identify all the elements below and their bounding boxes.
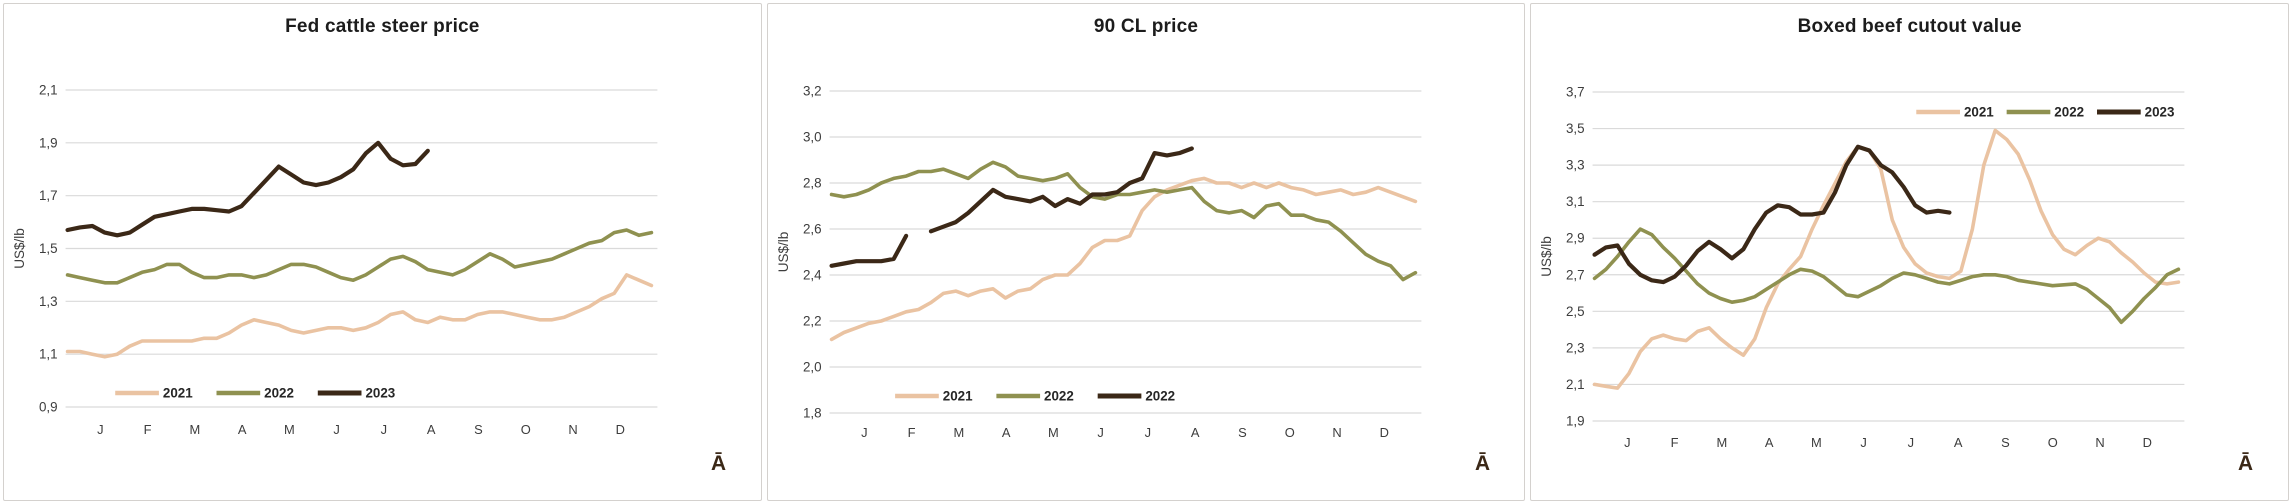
x-month-label: J — [1908, 435, 1914, 450]
legend-label: 2022 — [2055, 104, 2085, 119]
y-tick-label: 2,2 — [803, 313, 822, 328]
y-tick-label: 1,9 — [39, 135, 58, 150]
x-month-label: J — [333, 422, 339, 437]
legend-label: 2023 — [365, 385, 395, 400]
x-month-label: D — [2143, 435, 2152, 450]
chart-title-boxed-beef: Boxed beef cutout value — [1797, 16, 2022, 37]
y-tick-label: 2,0 — [803, 359, 822, 374]
y-tick-label: 1,7 — [39, 188, 58, 203]
x-month-label: M — [953, 425, 964, 440]
y-tick-label: 1,1 — [39, 347, 58, 362]
series-line-2021-2021 — [829, 176, 1417, 342]
y-axis-unit-label: US$/lb — [776, 232, 791, 272]
x-month-label: J — [1861, 435, 1867, 450]
chart-panel-boxed-beef: Boxed beef cutout value 3,7 3,5 3,3 3,1 2,9 2… — [1530, 3, 2290, 501]
series-line-2022-2023 — [829, 146, 1194, 268]
y-tick-label: 2,1 — [39, 82, 58, 97]
series-line-2021-2021 — [65, 273, 654, 359]
y-tick-label: 3,3 — [1566, 158, 1585, 173]
x-month-label: J — [1624, 435, 1630, 450]
y-tick-label: 3,1 — [1566, 194, 1585, 209]
y-tick-label: 0,9 — [39, 399, 58, 414]
legend-label: 2022 — [264, 385, 294, 400]
series-line-2022-2022 — [829, 160, 1417, 282]
x-month-label: F — [144, 422, 152, 437]
x-month-label: M — [284, 422, 295, 437]
series-line-2023-2023 — [1592, 144, 1952, 285]
x-month-label: A — [1001, 425, 1010, 440]
x-month-label: D — [1379, 425, 1388, 440]
y-tick-label: 1,5 — [39, 241, 58, 256]
corner-a-macron-glyph: Ā — [2238, 452, 2253, 475]
legend-label: 2021 — [942, 388, 972, 403]
y-axis-unit-label: US$/lb — [1539, 236, 1554, 276]
legend-label: 2023 — [2145, 104, 2175, 119]
x-month-label: A — [238, 422, 247, 437]
series-line-2023-2023 — [65, 140, 430, 238]
x-month-label: O — [521, 422, 531, 437]
fed-cattle-chart-svg: 2,1 1,9 1,7 1,5 1,3 1,1 0,9 J F M A M J J A S O N D US$/lb 2… — [12, 82, 726, 475]
x-month-label: J — [1144, 425, 1150, 440]
x-month-label: J — [97, 422, 103, 437]
legend-label: 2021 — [163, 385, 193, 400]
ninety-cl-chart-svg: 3,2 3,0 2,8 2,6 2,4 2,2 2,0 1,8 J F M A M J J A S O N D US$/… — [776, 83, 1490, 475]
y-axis-unit-label: US$/lb — [12, 228, 27, 268]
x-month-label: A — [1765, 435, 1774, 450]
y-tick-label: 3,0 — [803, 129, 822, 144]
chart-panel-fed-cattle: Fed cattle steer price 2,1 1,9 1,7 1,5 1,3 1,… — [3, 3, 762, 501]
y-tick-label: 1,9 — [1566, 413, 1585, 428]
x-month-label: F — [907, 425, 915, 440]
y-tick-label: 3,5 — [1566, 121, 1585, 136]
x-month-label: M — [1048, 425, 1059, 440]
y-tick-label: 2,3 — [1566, 340, 1585, 355]
x-month-label: J — [1097, 425, 1103, 440]
y-tick-label: 2,9 — [1566, 231, 1585, 246]
x-month-label: M — [189, 422, 200, 437]
y-tick-label: 2,7 — [1566, 267, 1585, 282]
chart-title-90cl: 90 CL price — [1093, 16, 1199, 37]
y-tick-label: 2,4 — [803, 267, 822, 282]
legend-label: 2022 — [1044, 388, 1074, 403]
chart-panel-90cl: 90 CL price 3,2 3,0 2,8 2,6 2,4 2,2 2,0 1,8 J F M A… — [766, 3, 1526, 501]
series-line-2022-2022 — [65, 228, 654, 285]
y-tick-label: 2,5 — [1566, 304, 1585, 319]
x-month-label: N — [1332, 425, 1341, 440]
x-month-label: D — [616, 422, 625, 437]
y-tick-label: 3,7 — [1566, 84, 1585, 99]
x-month-label: S — [1238, 425, 1247, 440]
x-month-label: J — [381, 422, 387, 437]
y-tick-label: 2,6 — [803, 221, 822, 236]
x-month-label: N — [568, 422, 577, 437]
corner-a-macron-glyph: Ā — [711, 452, 726, 475]
x-month-label: A — [1954, 435, 1963, 450]
x-month-label: O — [2048, 435, 2058, 450]
x-month-label: F — [1671, 435, 1679, 450]
legend-label: 2022 — [1145, 388, 1175, 403]
corner-a-macron-glyph: Ā — [1475, 452, 1490, 475]
y-tick-label: 1,3 — [39, 294, 58, 309]
chart-title-fed-cattle: Fed cattle steer price — [285, 16, 480, 37]
y-tick-label: 2,8 — [803, 175, 822, 190]
x-month-label: S — [474, 422, 483, 437]
boxed-beef-chart-svg: 3,7 3,5 3,3 3,1 2,9 2,7 2,5 2,3 2,1 1,9 J F M A M J J A S O… — [1539, 84, 2253, 475]
y-tick-label: 2,1 — [1566, 377, 1585, 392]
x-month-label: S — [2001, 435, 2010, 450]
x-month-label: N — [2096, 435, 2105, 450]
x-month-label: A — [427, 422, 436, 437]
y-tick-label: 1,8 — [803, 405, 822, 420]
series-line-2021-2021 — [1593, 128, 2181, 390]
x-month-label: O — [1284, 425, 1294, 440]
x-month-label: A — [1191, 425, 1200, 440]
x-month-label: M — [1811, 435, 1822, 450]
x-month-label: M — [1717, 435, 1728, 450]
x-month-label: J — [861, 425, 867, 440]
legend-label: 2021 — [1964, 104, 1994, 119]
series-line-2022-2022 — [1593, 227, 2181, 325]
y-tick-label: 3,2 — [803, 83, 822, 98]
